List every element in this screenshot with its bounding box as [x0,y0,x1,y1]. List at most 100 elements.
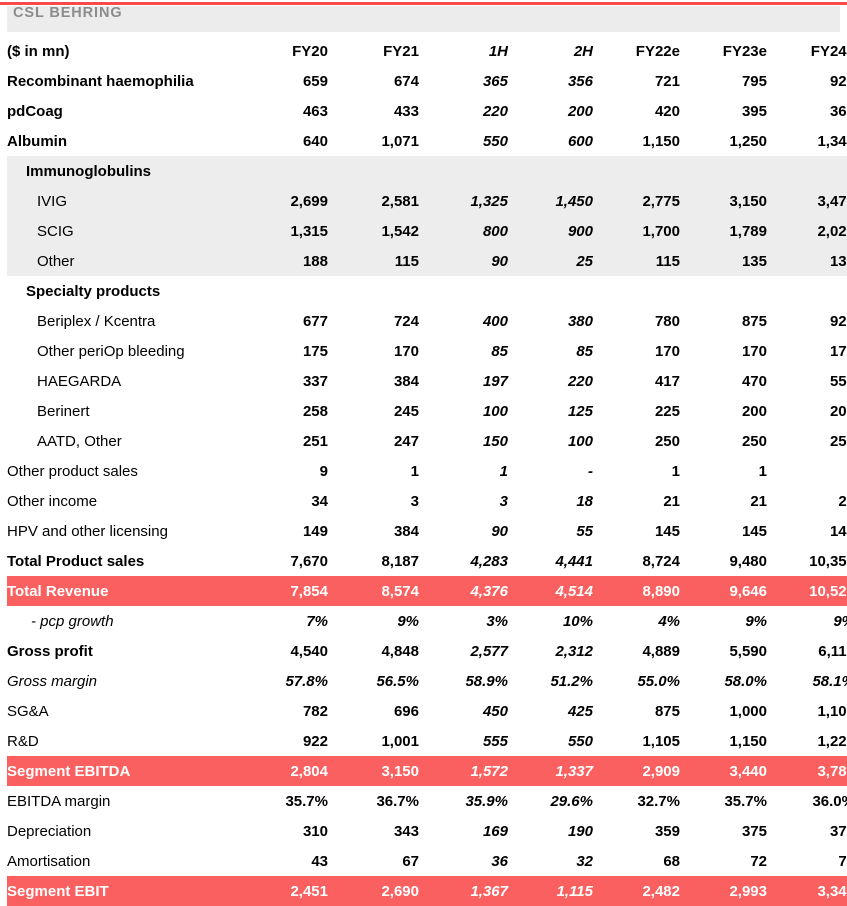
cell-FY21: 1,071 [381,132,419,150]
cell-2H: 55 [576,522,593,540]
cell-FY24e: 375 [829,822,847,840]
cell-FY21: 384 [393,522,419,540]
cell-FY20: 149 [302,522,328,540]
table-row: SG&A 782 696 450 425 875 1,000 1,100 [7,696,847,726]
cell-FY20: 35.7% [285,792,328,810]
section-title: CSL BEHRING [13,5,123,21]
cell-FY24e: 145 [829,522,847,540]
cell-1H: 365 [482,72,508,90]
cell-FY23e: 250 [741,432,767,450]
cell-2H: 425 [567,702,593,720]
cell-FY21: 2,690 [328,876,419,906]
cell-2H: 900 [508,216,593,246]
cell-2H: 4,441 [555,552,593,570]
cell-FY22e: 115 [593,246,680,276]
row-label: Other [7,246,250,276]
cell-FY22e: 8,890 [593,576,680,606]
row-label: Depreciation [7,822,92,840]
cell-2H: 125 [567,402,593,420]
cell-FY22e: 359 [654,822,680,840]
row-label: IVIG [7,186,250,216]
cell-FY20: 922 [302,732,328,750]
cell-1H: 150 [482,432,508,450]
cell-FY24e: 555 [829,372,847,390]
cell-FY20: 1,315 [250,216,328,246]
cell-FY21: 4,848 [381,642,419,660]
table-body: ($ in mn) FY20 FY21 1H 2H FY22e FY23e FY24e Reco… [7,36,847,906]
cell-FY24e: 920 [829,72,847,90]
cell-FY22e: 1,150 [642,132,680,150]
row-label: Berinert [37,402,90,420]
cell-2H: 1,337 [508,756,593,786]
cell-1H: 90 [419,246,508,276]
cell-FY21: 433 [393,102,419,120]
cell-FY23e: 795 [741,72,767,90]
cell-1H: 35.9% [465,792,508,810]
cell-FY20: 463 [302,102,328,120]
table-row: Total Revenue 7,854 8,574 4,376 4,514 8,890 9,… [7,576,847,606]
cell-1H: 36 [491,852,508,870]
row-label: EBITDA margin [7,792,111,810]
cell-FY21: 245 [393,402,419,420]
cell-FY23e: 1,250 [729,132,767,150]
cell-FY22e: 55.0% [637,672,680,690]
cell-FY22e: 250 [654,432,680,450]
column-header-1H: 1H [488,42,508,60]
row-label: Segment EBITDA [7,756,250,786]
cell-1H: 4,376 [419,576,508,606]
cell-1H [419,156,508,186]
cell-1H: 197 [482,372,508,390]
cell-1H: 555 [482,732,508,750]
cell-FY20: 4,540 [290,642,328,660]
row-label: Recombinant haemophilia [7,72,194,90]
cell-FY21: 2,581 [328,186,419,216]
cell-FY22e: 1,105 [642,732,680,750]
row-label: - pcp growth [31,612,114,630]
cell-1H: 1,325 [419,186,508,216]
cell-FY21: 67 [402,852,419,870]
table-row: Segment EBITDA 2,804 3,150 1,572 1,337 2,909 3… [7,756,847,786]
cell-2H: 4,514 [508,576,593,606]
cell-FY23e [680,156,767,186]
cell-2H: 1,115 [508,876,593,906]
cell-FY24e: 1,100 [817,702,847,720]
cell-1H: 800 [419,216,508,246]
cell-FY22e: 721 [654,72,680,90]
cell-FY23e: 1 [758,462,767,480]
column-header-FY21: FY21 [383,42,419,60]
cell-FY24e: 3,341 [767,876,847,906]
column-header-FY24e: FY24e [810,42,847,60]
cell-FY23e: 21 [750,492,767,510]
cell-FY23e: 3,150 [680,186,767,216]
cell-FY23e: 58.0% [724,672,767,690]
cell-2H: 1,450 [508,186,593,216]
table-row: HPV and other licensing 149 384 90 55 145 145 1… [7,516,847,546]
csl-behring-financials-table: ($ in mn) FY20 FY21 1H 2H FY22e FY23e FY24e Reco… [7,36,847,906]
table-row: Berinert 258 245 100 125 225 200 200 [7,396,847,426]
cell-FY23e: 1,000 [729,702,767,720]
row-label: HPV and other licensing [7,522,168,540]
cell-2H: 380 [567,312,593,330]
cell-FY20: 251 [302,432,328,450]
cell-FY23e: 35.7% [724,792,767,810]
cell-FY24e: 10,357 [809,552,847,570]
cell-1H: 450 [482,702,508,720]
cell-FY23e: 9,646 [680,576,767,606]
cell-FY20 [250,276,328,306]
cell-FY20: 2,804 [250,756,328,786]
cell-FY20: 188 [250,246,328,276]
cell-FY20: 7% [306,612,328,630]
row-label: Amortisation [7,852,91,870]
cell-FY24e: 10,523 [767,576,847,606]
cell-FY24e: 9% [833,612,847,630]
cell-1H [419,276,508,306]
cell-FY20: 57.8% [285,672,328,690]
cell-FY22e: 417 [654,372,680,390]
cell-2H: 100 [567,432,593,450]
cell-2H: 32 [576,852,593,870]
top-accent-rule [0,2,847,5]
cell-FY24e: 72 [838,852,847,870]
table-row: Specialty products [7,276,847,306]
cell-FY23e: 170 [741,342,767,360]
cell-FY21: 696 [393,702,419,720]
